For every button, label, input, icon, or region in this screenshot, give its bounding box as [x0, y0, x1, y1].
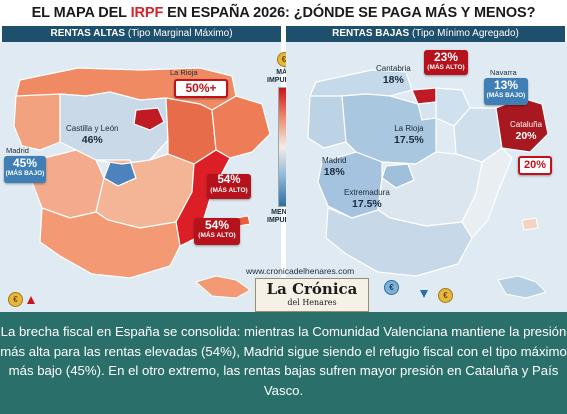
website-url[interactable]: www.cronicadelhenares.com	[246, 266, 355, 276]
extremadura-label: Extremadura 17.5%	[344, 188, 390, 210]
right-panel-heading: RENTAS BAJAS (Tipo Mínimo Agregado)	[286, 26, 565, 42]
la-rioja-label: La Rioja	[170, 68, 198, 77]
madrid-badge: 45% (MÁS BAJO)	[4, 156, 46, 183]
la-rioja-region	[133, 107, 165, 131]
euro-coin-icon: €	[438, 288, 453, 303]
left-panel-heading: RENTAS ALTAS (Tipo Marginal Máximo)	[2, 26, 281, 42]
valencia-badge-2: 54% (MÁS ALTO)	[194, 218, 240, 245]
la-rioja-label-low: La Rioja 17.5%	[394, 124, 424, 146]
map-rentas-bajas: Cantabria 18% 23% (MÁS ALTO) Navarra 13% (M…	[286, 42, 567, 312]
valencia-badge-1: 54% (MÁS ALTO)	[207, 174, 251, 199]
madrid-label: Madrid	[6, 146, 29, 155]
castilla-leon-label: Castilla y León 46%	[66, 124, 119, 146]
euro-coin-icon: €	[384, 280, 399, 295]
arrow-up-icon	[27, 296, 35, 304]
pais-vasco-region	[411, 87, 437, 105]
spain-map-high	[13, 67, 271, 299]
cataluna-badge: 20%	[518, 156, 552, 175]
caption-text: La brecha fiscal en España se consolida:…	[0, 312, 567, 414]
madrid-label-low: Madrid 18%	[322, 156, 347, 178]
cataluna-label: Cataluña 20%	[510, 120, 543, 142]
page-title: EL MAPA DEL IRPF EN ESPAÑA 2026: ¿DÓNDE …	[31, 5, 536, 21]
la-rioja-badge: 50%+	[174, 79, 228, 98]
cantabria-label: Cantabria 18%	[376, 64, 411, 86]
navarra-label: Navarra	[490, 68, 517, 77]
euro-coin-icon: €	[8, 292, 23, 307]
pais-vasco-badge: 23% (MÁS ALTO)	[424, 50, 468, 75]
spain-map-low	[307, 69, 549, 299]
navarra-badge: 13% (MÁS BAJO)	[484, 78, 528, 105]
map-rentas-altas: La Rioja 50%+ Castilla y León 46% Madrid …	[0, 42, 281, 312]
newspaper-logo: La Crónica del Henares	[255, 278, 369, 312]
arrow-down-icon	[420, 290, 428, 298]
